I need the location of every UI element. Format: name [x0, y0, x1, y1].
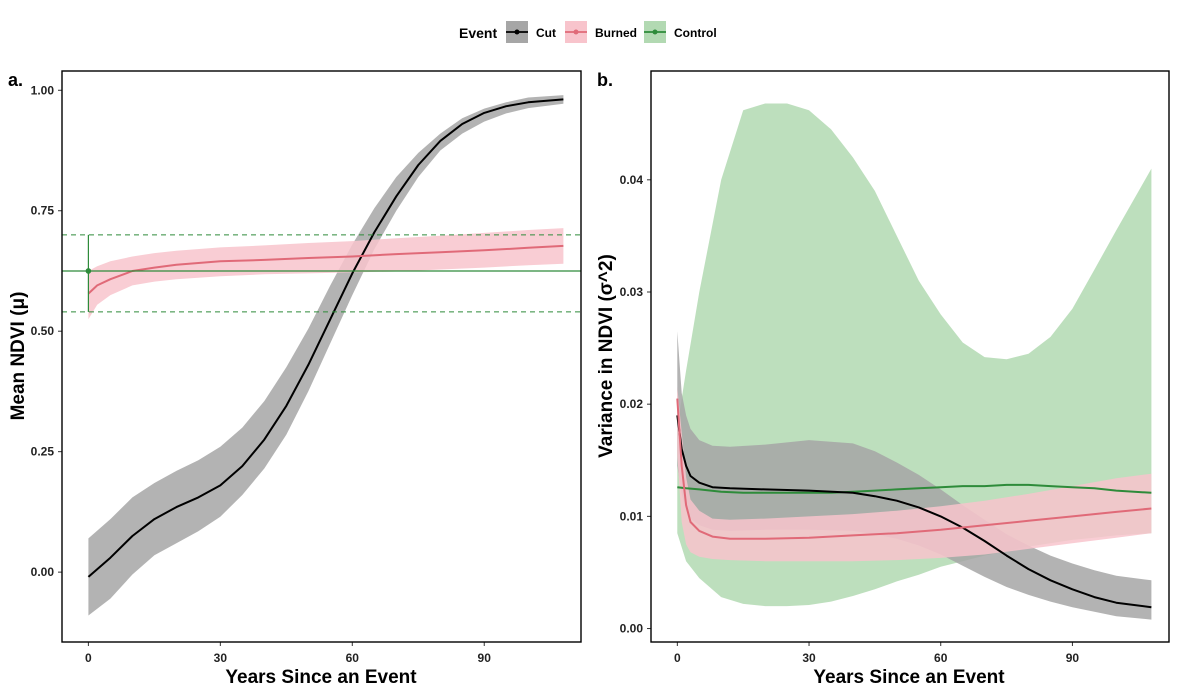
panel-b-y-tick-label: 0.04 [620, 173, 644, 187]
panel-a-point-control [85, 268, 92, 274]
legend-label-control: Control [674, 26, 717, 40]
legend-title: Event [459, 25, 497, 41]
panel-b-y-tick-label: 0.02 [620, 397, 644, 411]
panel-b-line-cut [676, 415, 1152, 609]
panel-b-tag: b. [597, 70, 613, 90]
panel-a-y-tick-label: 0.00 [31, 565, 55, 579]
panel-b-y-tick-label: 0.03 [620, 285, 644, 299]
panel-a-y-tick-label: 0.25 [31, 445, 55, 459]
panel-b-frame [650, 70, 1170, 643]
panel-b-y-axis-title: Variance in NDVI (σ^2) [596, 254, 617, 458]
panel-b-x-tick-label: 60 [934, 651, 948, 665]
panel-b-bands [677, 103, 1152, 620]
panel-b-x-axis-title: Years Since an Event [813, 667, 1005, 688]
panel-a-y-axis-title: Mean NDVI (μ) [8, 292, 29, 421]
legend-label-cut: Cut [536, 26, 556, 40]
panel-b-line-burned [676, 398, 1152, 540]
panel-a-band-burned [88, 228, 564, 320]
panel-a: a. 0 30 60 90 0.00 0.25 0.50 0.75 1.00 Years Sin… [8, 70, 582, 688]
panel-a-band-cut [88, 95, 564, 616]
legend-key-dot-cut [514, 29, 520, 35]
panel-b-lines [676, 398, 1152, 609]
panel-a-line-burned [87, 244, 564, 295]
panel-a-x-tick-label: 0 [85, 651, 92, 665]
panel-a-y-tick-label: 0.75 [31, 204, 55, 218]
panel-a-x-tick-label: 30 [214, 651, 228, 665]
panel-b-y-tick-label: 0.00 [620, 622, 644, 636]
legend: Event Cut Burned Control [459, 21, 717, 43]
legend-item-burned: Burned [565, 21, 637, 43]
panel-a-x-tick-label: 60 [346, 651, 360, 665]
panel-b: b. 0 30 60 90 0.00 0.01 0.02 0.03 0.04 Years Sin… [596, 70, 1170, 688]
legend-item-control: Control [644, 21, 717, 43]
panel-a-y-tick-label: 0.50 [31, 324, 55, 338]
panel-a-x-tick-label: 90 [478, 651, 492, 665]
panel-b-x-tick-label: 90 [1066, 651, 1080, 665]
legend-key-dot-control [652, 29, 658, 35]
panel-b-ticks: 0 30 60 90 0.00 0.01 0.02 0.03 0.04 [620, 173, 1080, 665]
panel-b-y-tick-label: 0.01 [620, 509, 644, 523]
legend-item-cut: Cut [506, 21, 556, 43]
panel-a-bands [88, 95, 564, 616]
legend-key-dot-burned [573, 29, 579, 35]
panel-b-x-tick-label: 0 [674, 651, 681, 665]
panel-a-lines [62, 98, 581, 578]
panel-a-tag: a. [8, 70, 23, 90]
panel-b-line-control [677, 483, 1152, 494]
panel-b-x-tick-label: 30 [802, 651, 816, 665]
panel-a-x-axis-title: Years Since an Event [225, 667, 417, 688]
panel-a-ticks: 0 30 60 90 0.00 0.25 0.50 0.75 1.00 [31, 83, 492, 665]
panel-b-band-burned [677, 387, 1152, 562]
panel-a-line-cut [87, 98, 564, 578]
panel-a-y-tick-label: 1.00 [31, 83, 55, 97]
legend-label-burned: Burned [595, 26, 637, 40]
panel-a-frame [61, 70, 582, 643]
